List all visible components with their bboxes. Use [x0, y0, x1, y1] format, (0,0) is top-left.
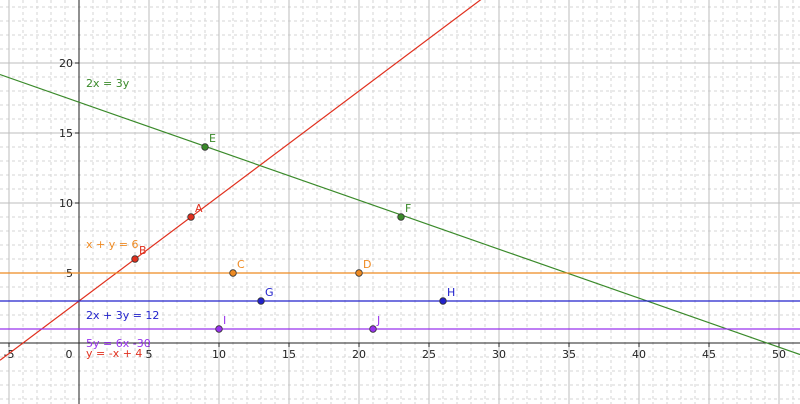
x-tick-label: 10: [212, 348, 226, 361]
point-label: E: [209, 132, 216, 145]
x-tick-label: 45: [702, 348, 716, 361]
point-F[interactable]: [397, 213, 405, 221]
point-label: I: [223, 314, 226, 327]
x-tick-label: 40: [632, 348, 646, 361]
x-tick-label: 35: [562, 348, 576, 361]
graph-points[interactable]: A B E F C D G H I J: [131, 132, 456, 333]
x-tick-label: -5: [4, 348, 15, 361]
tick-labels: -5051015202530354045505101520: [4, 57, 786, 361]
point-H[interactable]: [439, 297, 447, 305]
line-red[interactable]: [0, 0, 800, 361]
x-tick-label: 50: [772, 348, 786, 361]
point-label: C: [237, 258, 245, 271]
equation-labels: 2x = 3y x + y = 6 2x + 3y = 12 5y = 6x -30y…: [86, 77, 159, 360]
y-tick-label: 15: [59, 127, 73, 140]
point-label: F: [405, 202, 411, 215]
x-tick-label: 20: [352, 348, 366, 361]
graph-lines[interactable]: [0, 0, 800, 361]
point-I[interactable]: [215, 325, 223, 333]
equation-label: y = -x + 4: [86, 347, 142, 360]
equation-label: 5y = 6x -30: [86, 337, 151, 350]
point-B[interactable]: [131, 255, 139, 263]
equation-label: 2x = 3y: [86, 77, 130, 90]
point-J[interactable]: [369, 325, 377, 333]
point-D[interactable]: [355, 269, 363, 277]
equation-label: 2x + 3y = 12: [86, 309, 159, 322]
x-tick-label: 0: [66, 348, 73, 361]
x-tick-label: 25: [422, 348, 436, 361]
point-A[interactable]: [187, 213, 195, 221]
point-G[interactable]: [257, 297, 265, 305]
point-label: J: [376, 314, 380, 327]
point-E[interactable]: [201, 143, 209, 151]
point-label: A: [195, 202, 203, 215]
point-C[interactable]: [229, 269, 237, 277]
point-label: D: [363, 258, 371, 271]
equation-label: x + y = 6: [86, 238, 138, 251]
point-label: B: [139, 244, 147, 257]
y-tick-label: 20: [59, 57, 73, 70]
point-label: H: [447, 286, 455, 299]
x-tick-label: 30: [492, 348, 506, 361]
x-tick-label: 15: [282, 348, 296, 361]
point-label: G: [265, 286, 274, 299]
y-tick-label: 10: [59, 197, 73, 210]
x-tick-label: 5: [146, 348, 153, 361]
